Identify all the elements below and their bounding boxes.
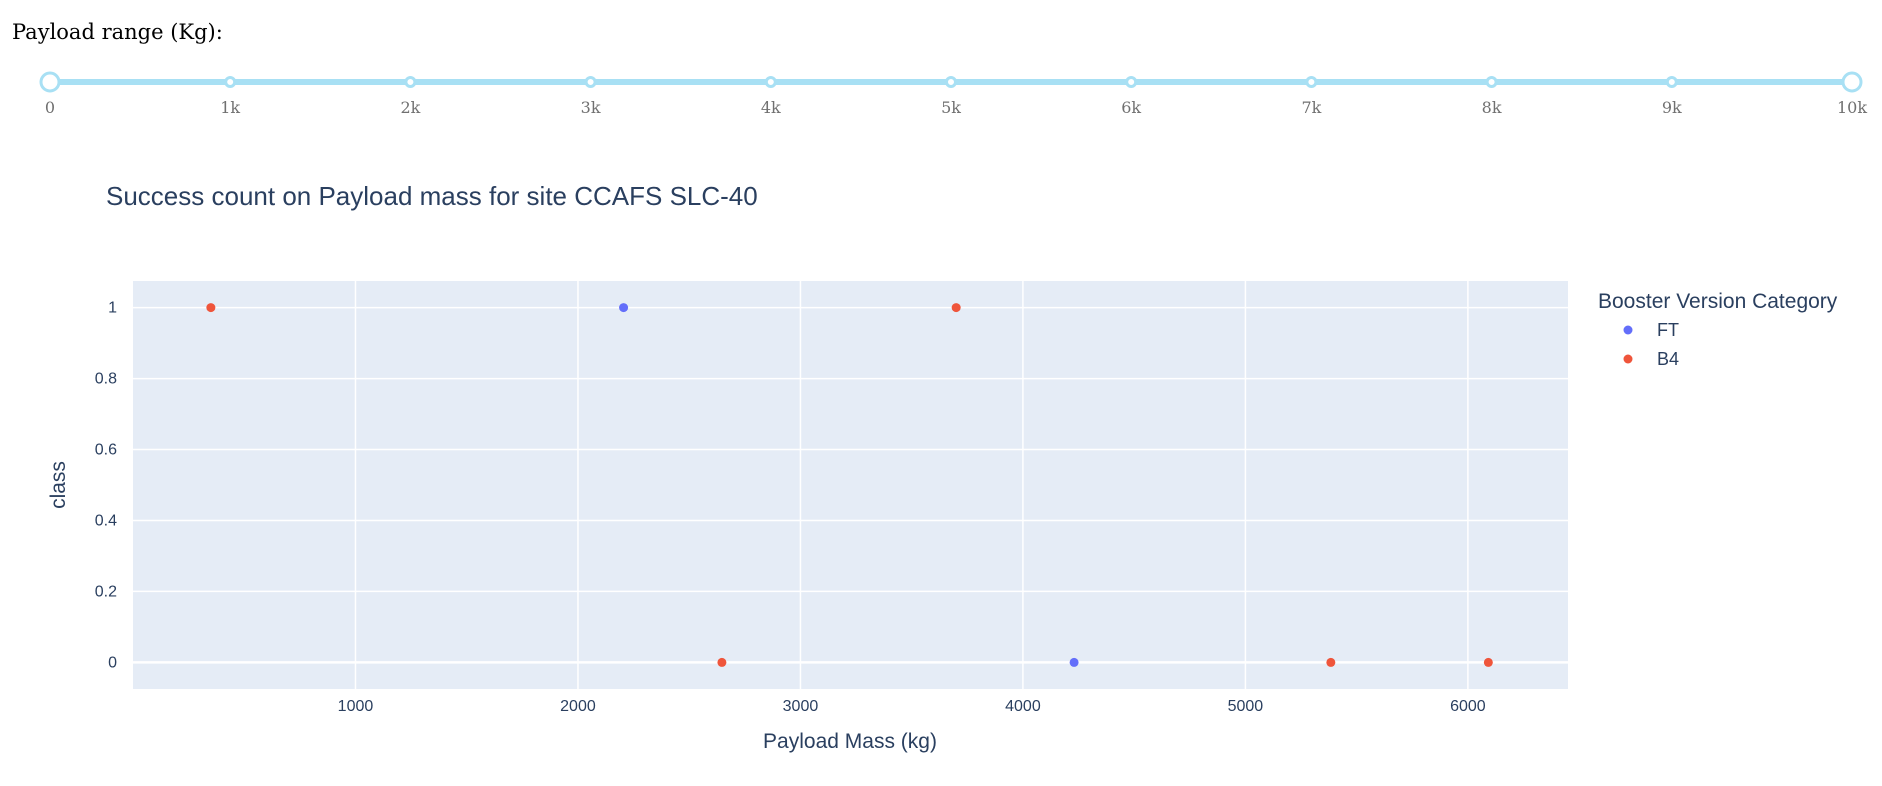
y-axis-title: class [47,461,70,509]
slider-mark-label: 6k [1121,98,1141,117]
payload-range-label: Payload range (Kg): [12,20,223,44]
slider-mark-dot [1485,76,1498,88]
slider-mark-label: 7k [1301,98,1321,117]
x-tick-label: 6000 [1450,698,1486,715]
data-point-ft[interactable] [619,303,629,313]
slider-mark-label: 2k [400,98,420,117]
slider-mark-dot [584,76,597,88]
y-tick-label: 0.8 [95,371,117,388]
slider-mark-dot [1305,76,1318,88]
data-point-ft[interactable] [1069,657,1079,667]
data-point-b4[interactable] [1326,657,1336,667]
plot-area [133,281,1568,689]
slider-mark-dot [764,76,777,88]
data-point-b4[interactable] [1483,657,1493,667]
slider-mark-dot [945,76,957,88]
slider-mark-label: 0 [45,98,55,117]
x-tick-label: 4000 [1005,698,1041,715]
y-tick-label: 0 [108,654,117,671]
y-tick-label: 0.4 [95,512,117,529]
slider-mark-label: 9k [1662,98,1682,117]
slider-mark-dot [1125,76,1138,88]
slider-mark-label: 3k [581,98,601,117]
slider-mark-dot [1665,76,1678,88]
x-tick-label: 2000 [560,698,596,715]
slider-handle-max[interactable] [1841,71,1863,93]
x-tick-label: 1000 [338,698,374,715]
legend-title: Booster Version Category [1598,290,1838,313]
x-tick-label: 5000 [1228,698,1264,715]
legend-marker-b4[interactable] [1623,354,1633,364]
legend-label-ft[interactable]: FT [1657,320,1679,340]
slider-mark-dot [404,76,417,88]
y-tick-label: 1 [108,300,117,317]
x-tick-label: 3000 [783,698,819,715]
slider-mark-label: 4k [761,98,781,117]
legend-marker-ft[interactable] [1623,325,1633,335]
legend-label-b4[interactable]: B4 [1657,349,1679,369]
slider-mark-label: 5k [941,98,961,117]
slider-handle-min[interactable] [39,71,61,93]
chart-title: Success count on Payload mass for site C… [106,181,758,211]
slider-mark-label: 1k [220,98,240,117]
payload-scatter-chart: Success count on Payload mass for site C… [47,181,1838,753]
y-tick-label: 0.2 [95,583,117,600]
data-point-b4[interactable] [951,303,961,313]
slider-mark-label: 8k [1482,98,1502,117]
slider-mark-dot [224,76,237,88]
slider-mark-label: 10k [1837,98,1867,117]
payload-range-slider[interactable]: 0 1k 2k 3k 4k 5k 6k 7k 8k 9k 10k [0,60,1882,130]
data-point-b4[interactable] [206,303,216,313]
x-axis-title: Payload Mass (kg) [763,730,937,753]
data-point-b4[interactable] [717,657,727,667]
y-tick-label: 0.6 [95,442,117,459]
